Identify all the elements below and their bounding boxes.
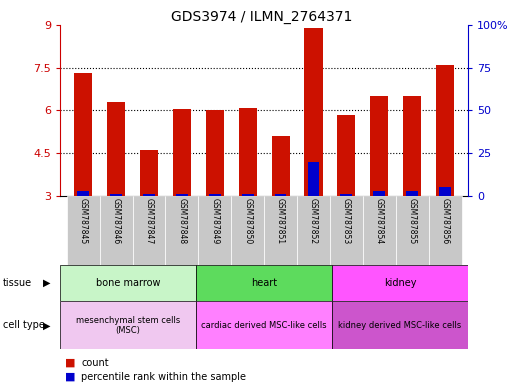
Text: GSM787850: GSM787850	[243, 198, 252, 244]
Text: cell type: cell type	[3, 320, 44, 331]
Bar	[304, 28, 323, 196]
Bar	[196, 265, 332, 301]
Text: GSM787848: GSM787848	[177, 198, 186, 244]
Text: percentile rank within the sample: percentile rank within the sample	[81, 372, 246, 382]
Text: ■: ■	[65, 372, 76, 382]
Bar	[67, 196, 99, 265]
Text: kidney derived MSC-like cells: kidney derived MSC-like cells	[338, 321, 462, 330]
Text: GSM787851: GSM787851	[276, 198, 285, 244]
Bar	[74, 73, 92, 196]
Bar	[196, 301, 332, 349]
Bar	[330, 196, 363, 265]
Bar	[363, 196, 396, 265]
Bar	[132, 196, 165, 265]
Bar	[110, 194, 122, 196]
Bar	[99, 196, 132, 265]
Bar	[242, 194, 254, 196]
Bar	[436, 65, 454, 196]
Bar	[297, 196, 330, 265]
Bar	[77, 191, 89, 196]
Bar	[60, 265, 196, 301]
Text: GDS3974 / ILMN_2764371: GDS3974 / ILMN_2764371	[171, 10, 352, 23]
Bar	[264, 196, 297, 265]
Text: GSM787856: GSM787856	[440, 198, 450, 244]
Bar	[209, 194, 221, 196]
Bar	[165, 196, 198, 265]
Bar	[370, 96, 388, 196]
Text: ▶: ▶	[43, 320, 51, 331]
Bar	[143, 194, 155, 196]
Bar	[337, 115, 356, 196]
Text: bone marrow: bone marrow	[96, 278, 161, 288]
Bar	[340, 194, 353, 196]
Bar	[332, 265, 468, 301]
Bar	[403, 96, 421, 196]
Text: heart: heart	[251, 278, 277, 288]
Text: ■: ■	[65, 358, 76, 368]
Bar	[176, 194, 188, 196]
Bar	[308, 162, 320, 196]
Bar	[238, 108, 257, 196]
Text: tissue: tissue	[3, 278, 32, 288]
Text: GSM787852: GSM787852	[309, 198, 318, 244]
Text: count: count	[81, 358, 109, 368]
Bar	[60, 301, 196, 349]
Text: GSM787855: GSM787855	[407, 198, 417, 244]
Text: ▶: ▶	[43, 278, 51, 288]
Text: GSM787845: GSM787845	[78, 198, 88, 244]
Text: GSM787853: GSM787853	[342, 198, 351, 244]
Text: GSM787854: GSM787854	[375, 198, 384, 244]
Bar	[140, 150, 158, 196]
Bar	[206, 111, 224, 196]
Text: GSM787847: GSM787847	[144, 198, 153, 244]
Bar	[173, 109, 191, 196]
Bar	[373, 191, 385, 196]
Bar	[406, 191, 418, 196]
Bar	[275, 194, 287, 196]
Bar	[107, 102, 125, 196]
Bar	[271, 136, 290, 196]
Text: cardiac derived MSC-like cells: cardiac derived MSC-like cells	[201, 321, 327, 330]
Bar	[332, 301, 468, 349]
Bar	[231, 196, 264, 265]
Text: GSM787849: GSM787849	[210, 198, 219, 244]
Bar	[198, 196, 231, 265]
Text: GSM787846: GSM787846	[111, 198, 121, 244]
Text: kidney: kidney	[384, 278, 416, 288]
Bar	[396, 196, 429, 265]
Bar	[429, 196, 461, 265]
Bar	[439, 187, 451, 196]
Text: mesenchymal stem cells
(MSC): mesenchymal stem cells (MSC)	[76, 316, 180, 335]
